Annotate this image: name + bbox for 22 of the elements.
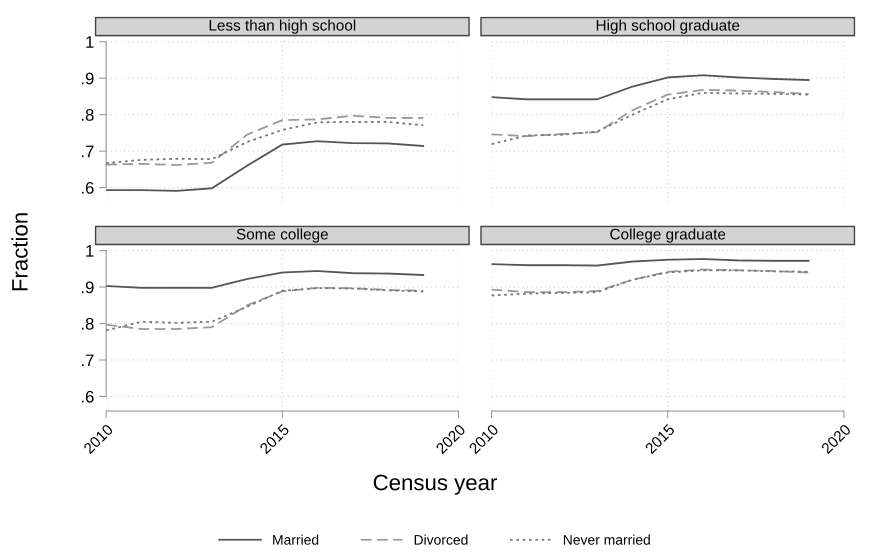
y-tick-label: .9 — [82, 281, 94, 294]
legend-label: Never married — [564, 534, 650, 545]
legend-label: Married — [273, 534, 318, 545]
y-tick-label: 1 — [86, 245, 94, 257]
y-axis-title: Fraction — [11, 213, 28, 290]
y-tick-label: .8 — [82, 109, 94, 121]
chart-title: High school graduate — [596, 19, 740, 34]
legend-label: Divorced — [414, 534, 468, 545]
line-series — [106, 140, 424, 192]
y-tick-label: .9 — [82, 72, 94, 84]
chart-title: Some college — [236, 228, 328, 243]
x-axis-title: Census year — [374, 474, 498, 495]
y-tick-label: .7 — [82, 354, 94, 366]
y-tick-label: .8 — [82, 318, 94, 330]
y-tick-label: .7 — [82, 146, 94, 158]
chart-title: Less than high school — [210, 19, 356, 34]
y-tick-label: 1 — [86, 36, 94, 48]
y-tick-label: .6 — [82, 182, 94, 194]
line-series — [106, 270, 424, 289]
line-series — [106, 121, 424, 164]
chart-title: College graduate — [610, 228, 726, 243]
y-tick-label: .6 — [82, 390, 94, 403]
